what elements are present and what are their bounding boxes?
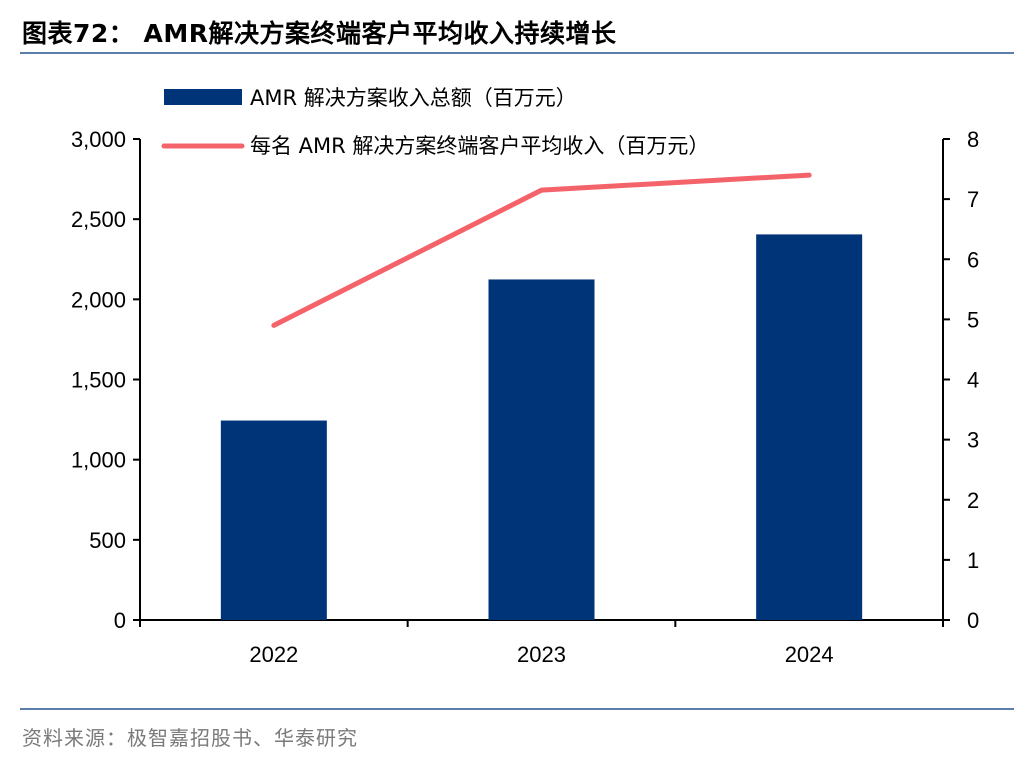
y-right-tick-label: 3 xyxy=(967,428,979,453)
y-right-tick-label: 6 xyxy=(967,247,979,272)
x-tick-label: 2023 xyxy=(517,642,566,667)
legend-label-bar: AMR 解决方案收入总额（百万元） xyxy=(250,86,577,110)
title-divider xyxy=(20,52,1014,54)
bar-series xyxy=(220,234,863,621)
bar-2024 xyxy=(756,234,863,621)
source-note: 资料来源：极智嘉招股书、华泰研究 xyxy=(22,726,358,750)
y-left-tick-label: 2,000 xyxy=(71,287,126,312)
figure-title: 图表72： AMR解决方案终端客户平均收入持续增长 xyxy=(22,19,617,48)
y-right-tick-label: 8 xyxy=(967,127,979,152)
y-right-tick-label: 4 xyxy=(967,368,979,393)
y-left-tick-label: 1,500 xyxy=(71,368,126,393)
y-left-tick-label: 3,000 xyxy=(71,127,126,152)
line-series xyxy=(271,172,812,328)
bar-2023 xyxy=(488,279,595,620)
footer-divider xyxy=(20,708,1014,710)
bar-2022 xyxy=(220,420,327,620)
x-tick-label: 2024 xyxy=(785,642,834,667)
y-left-tick-label: 500 xyxy=(89,528,126,553)
y-right-tick-label: 0 xyxy=(967,608,979,633)
y-right-tick-label: 5 xyxy=(967,307,979,332)
legend-label-line: 每名 AMR 解决方案终端客户平均收入（百万元） xyxy=(250,134,709,158)
y-right-tick-label: 1 xyxy=(967,548,979,573)
legend-swatch-bar xyxy=(164,89,242,105)
y-left-tick-label: 0 xyxy=(114,608,126,633)
y-left-tick-label: 2,500 xyxy=(71,207,126,232)
y-right-tick-label: 7 xyxy=(967,187,979,212)
chart-legend: AMR 解决方案收入总额（百万元） 每名 AMR 解决方案终端客户平均收入（百万… xyxy=(161,86,709,158)
y-left-tick-label: 1,000 xyxy=(71,448,126,473)
x-tick-label: 2022 xyxy=(249,642,298,667)
y-right-tick-label: 2 xyxy=(967,488,979,513)
